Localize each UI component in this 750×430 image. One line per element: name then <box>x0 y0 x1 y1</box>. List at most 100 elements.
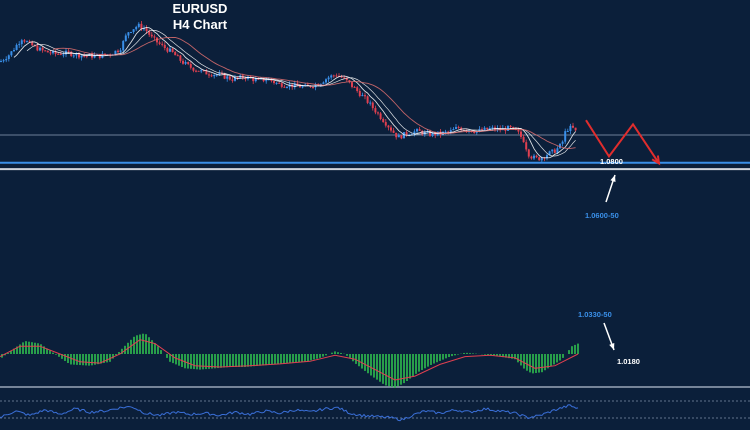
candle <box>397 133 400 138</box>
level-annotation-label: 1.0600-50 <box>585 211 619 220</box>
candle <box>7 54 10 62</box>
candle-body <box>397 135 400 138</box>
candle <box>457 125 460 129</box>
candle <box>208 72 210 78</box>
candle-body <box>15 44 18 50</box>
candle-body <box>491 127 494 129</box>
candle <box>559 143 561 149</box>
candle-body <box>119 50 122 53</box>
candle-body <box>520 131 522 137</box>
candle <box>49 50 52 56</box>
candle-body <box>135 26 138 30</box>
candle-body <box>96 54 99 56</box>
candle <box>418 126 421 131</box>
candle <box>332 74 335 78</box>
candle-body <box>145 28 148 32</box>
candle <box>153 34 156 41</box>
candle <box>171 48 174 53</box>
up-target-arrow <box>605 174 616 203</box>
candle-body <box>213 74 216 77</box>
candle <box>200 68 203 74</box>
candle-body <box>218 73 221 75</box>
candle <box>553 148 556 154</box>
candle-body <box>452 129 455 131</box>
candle <box>293 80 296 90</box>
candle <box>468 130 470 134</box>
candle-body <box>41 47 44 51</box>
target-arrows <box>603 174 616 351</box>
candle-body <box>486 127 489 130</box>
candle <box>546 153 548 161</box>
candle <box>278 81 281 84</box>
candle <box>561 140 564 147</box>
candle-body <box>208 74 210 76</box>
candle <box>364 92 366 100</box>
candle <box>119 47 122 54</box>
candle <box>5 56 8 63</box>
candle-body <box>434 132 437 136</box>
candle <box>431 131 434 138</box>
arrow-head <box>610 175 616 182</box>
candle-body <box>416 129 418 132</box>
candle <box>283 84 286 88</box>
candle-body <box>179 55 182 61</box>
candle-body <box>512 126 515 128</box>
candle-body <box>18 44 21 46</box>
candle-body <box>374 108 377 113</box>
candle <box>538 156 541 161</box>
candle-body <box>174 52 177 56</box>
candle <box>421 129 424 136</box>
candle-body <box>548 151 551 156</box>
candle <box>564 128 567 144</box>
candle-body <box>444 131 447 133</box>
candle <box>184 60 187 66</box>
candle <box>522 134 525 143</box>
candle <box>356 85 359 93</box>
candle-body <box>369 102 372 104</box>
candle <box>223 72 226 80</box>
candle-body <box>335 75 338 77</box>
candle-body <box>54 51 57 54</box>
candle-body <box>189 64 192 68</box>
candle-body <box>163 44 166 49</box>
candle <box>80 55 83 61</box>
candle <box>130 31 132 34</box>
candle-body <box>202 70 205 72</box>
candle <box>59 51 62 56</box>
candle-body <box>75 53 78 56</box>
candle <box>566 128 569 133</box>
candle <box>122 39 125 54</box>
candlesticks <box>0 20 577 163</box>
candle-body <box>559 143 561 149</box>
candle-body <box>418 129 421 131</box>
macd-signal-line <box>0 339 579 381</box>
candle-body <box>353 86 356 88</box>
candle <box>507 125 509 131</box>
candle-body <box>244 78 247 80</box>
candle-body <box>345 77 348 81</box>
candle <box>163 42 166 51</box>
candle-body <box>254 78 257 82</box>
level-annotation-label: 1.0800 <box>600 157 623 166</box>
candle-body <box>169 48 171 52</box>
oscillator-panel <box>0 400 750 422</box>
candle-body <box>361 95 364 97</box>
candle-body <box>200 70 203 72</box>
candle <box>166 46 169 54</box>
candle <box>533 153 535 161</box>
candle <box>384 118 387 128</box>
candle <box>452 127 455 131</box>
ma-fast-line <box>13 26 576 159</box>
candle-body <box>574 127 577 131</box>
candle-body <box>455 127 457 130</box>
macd-panel <box>0 333 750 388</box>
candle <box>569 123 572 135</box>
candle <box>455 123 457 130</box>
candle <box>504 126 507 134</box>
candle-body <box>62 54 65 56</box>
candle <box>182 58 184 65</box>
candle <box>57 52 60 55</box>
candle-body <box>343 77 346 79</box>
candle-body <box>449 130 452 132</box>
